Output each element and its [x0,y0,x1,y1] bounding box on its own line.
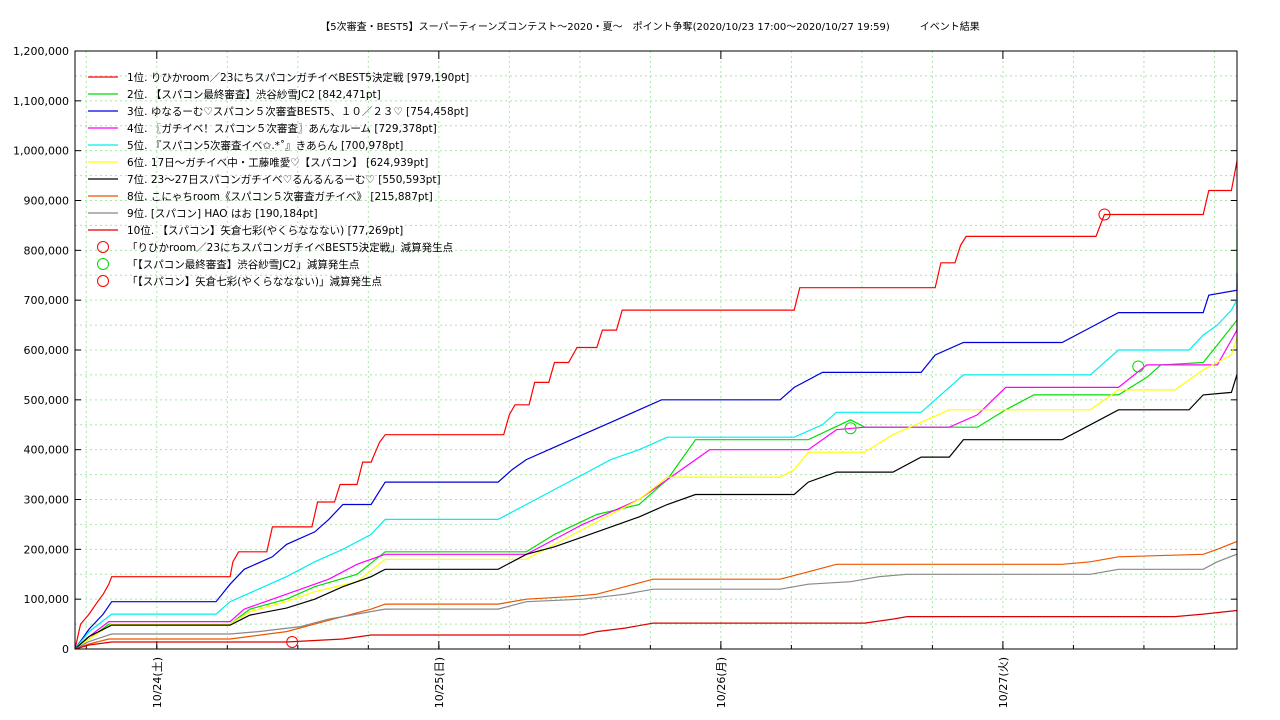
series-line-2 [74,229,1238,650]
series-line-5 [74,299,1238,650]
x-tick-label: 10/27(火) [997,657,1010,708]
y-tick-label: 200,000 [24,543,70,556]
series-group [74,160,1238,650]
series-line-10 [74,609,1238,650]
y-tick-label: 600,000 [24,344,70,357]
y-tick-label: 300,000 [24,494,70,507]
series-line-1 [74,160,1238,650]
series-line-4 [74,285,1238,650]
y-tick-label: 100,000 [24,593,70,606]
legend-label-6: 6位. 17日〜ガチイベ中・工藤唯愛♡【スパコン】 [624,939pt] [127,156,428,169]
y-tick-label: 800,000 [24,244,70,257]
chart-title: 【5次審査・BEST5】スーパーティーンズコンテスト〜2020・夏〜 ポイント争… [320,20,979,33]
series-line-9 [74,553,1238,650]
legend-label-2: 2位. 【スパコン最終審査】渋谷紗雪JC2 [842,471pt] [127,88,381,101]
y-axis: 0 100,000 200,000 300,000 400,000 500,000 600,… [13,45,1237,656]
deduction-marker-2 [1132,360,1145,373]
y-tick-label: 900,000 [24,195,70,208]
legend-marker-label-1: 「りひかroom／23にちスパコンガチイベBEST5決定戦」減算発生点 [127,241,453,254]
y-tick-label: 400,000 [24,444,70,457]
legend-label-1: 1位. りひかroom／23にちスパコンガチイベBEST5決定戦 [979,19… [127,71,469,84]
legend-label-3: 3位. ゆなるーむ♡スパコン５次審査BEST5、１０／２３♡ [754,458p… [127,105,469,118]
grid [75,51,1237,649]
legend-label-9: 9位. [スパコン] HAO はお [190,184pt] [127,207,318,220]
plot-frame [74,50,1238,650]
legend-marker-swatch-1 [97,241,109,253]
x-tick-label: 10/26(月) [715,657,728,708]
y-tick-label: 1,200,000 [13,45,69,58]
legend-marker-swatch-3 [97,275,109,287]
legend-label-4: 4位. 〖ガチイベ！スパコン５次審査〗あんなルーム [729,378pt] [127,122,437,135]
series-line-8 [74,540,1238,650]
legend-label-10: 10位. 【スパコン】矢倉七彩(やくらななない) [77,269pt] [127,224,403,237]
deduction-marker-1 [1098,208,1111,221]
legend-marker-label-3: 「【スパコン】矢倉七彩(やくらななない)」減算発生点 [127,275,382,288]
y-tick-label: 0 [62,643,69,656]
legend: 1位. りひかroom／23にちスパコンガチイベBEST5決定戦 [979,19… [88,71,469,288]
deduction-marker-2 [844,422,857,435]
y-tick-label: 1,100,000 [13,95,69,108]
y-tick-label: 700,000 [24,294,70,307]
legend-label-7: 7位. 23〜27日スパコンガチイベ♡るんるんるーむ♡ [550,593pt] [127,173,441,186]
series-line-6 [74,337,1238,650]
series-line-7 [74,374,1238,650]
deduction-marker-3 [286,636,299,649]
legend-marker-label-2: 「【スパコン最終審査】渋谷紗雪JC2」減算発生点 [127,258,359,271]
markers-group [286,208,1145,649]
y-tick-label: 1,000,000 [13,145,69,158]
y-tick-label: 500,000 [24,394,70,407]
legend-label-5: 5位. 『スパコン5次審査イベ✩.*˚』きあらん [700,978pt] [127,139,403,152]
legend-marker-swatch-2 [97,258,109,270]
legend-label-8: 8位. こにゃちroom《スパコン５次審査ガチイベ》 [215,887pt] [127,190,433,203]
x-axis: 10/24(土) 10/25(日) 10/26(月) 10/27(火) [85,51,1215,708]
x-tick-label: 10/24(土) [151,657,164,708]
series-line-3 [74,273,1238,650]
x-tick-label: 10/25(日) [433,657,446,708]
